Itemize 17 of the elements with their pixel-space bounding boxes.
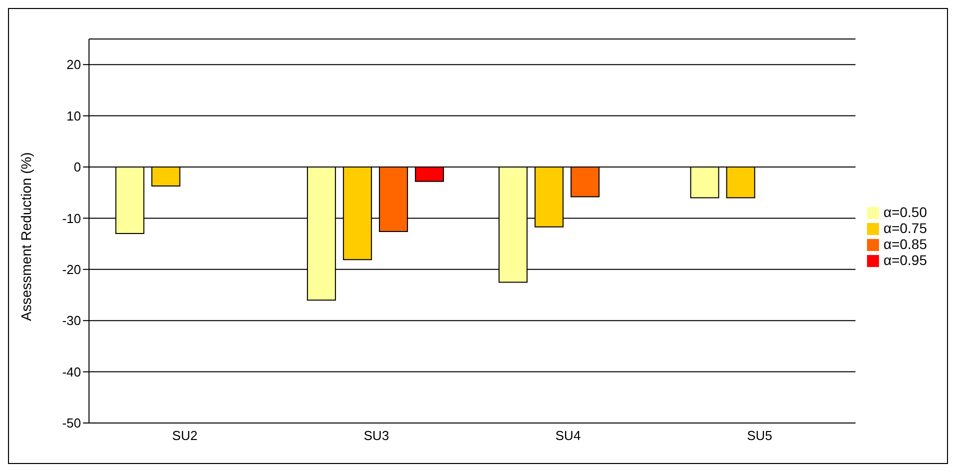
- y-tick-label: 10: [66, 108, 81, 124]
- y-tick-label: -40: [62, 364, 81, 380]
- legend-label: α=0.85: [883, 236, 927, 252]
- legend-label: α=0.95: [883, 252, 927, 268]
- y-tick-label: -50: [62, 416, 81, 431]
- legend-label: α=0.50: [883, 204, 927, 220]
- x-tick-label: SU4: [555, 428, 581, 444]
- x-tick-label: SU5: [747, 428, 772, 444]
- y-axis-title: Assessment Reduction (%): [18, 152, 34, 321]
- legend-label: α=0.75: [883, 220, 927, 236]
- y-tick-label: 20: [66, 57, 81, 72]
- y-tick-label: -10: [62, 210, 81, 226]
- x-tick-label: SU2: [172, 428, 198, 444]
- y-tick-label: 0: [74, 160, 81, 175]
- x-tick-label: SU3: [364, 428, 390, 444]
- y-tick-label: -20: [62, 262, 81, 278]
- y-tick-label: -30: [62, 313, 81, 328]
